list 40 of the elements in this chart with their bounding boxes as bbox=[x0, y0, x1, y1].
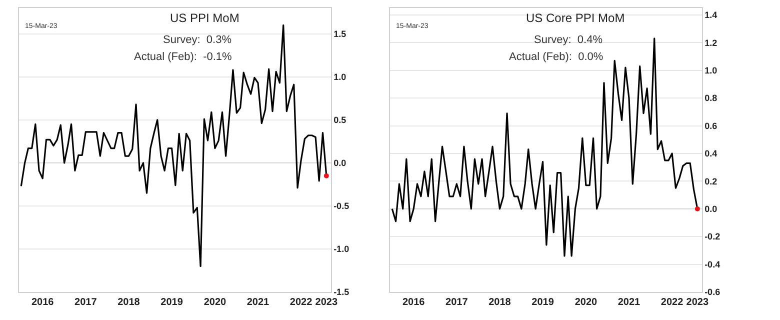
chart-title: US Core PPI MoM bbox=[526, 11, 625, 25]
y-tick-label: 1.0 bbox=[334, 72, 346, 82]
x-tick-label: 2023 bbox=[686, 297, 709, 308]
x-tick-label: 2019 bbox=[532, 297, 554, 308]
x-tick-label: 2018 bbox=[488, 297, 512, 308]
y-tick-label: -0.4 bbox=[704, 259, 720, 270]
x-tick-label: 2021 bbox=[246, 297, 270, 308]
y-tick-label: 0.4 bbox=[704, 148, 718, 159]
y-tick-label: 0.2 bbox=[704, 176, 718, 186]
x-tick-label: 2017 bbox=[446, 297, 468, 308]
x-tick-label: 2020 bbox=[574, 297, 598, 308]
y-tick-label: 0.5 bbox=[334, 115, 346, 126]
y-tick-label: -0.6 bbox=[704, 287, 720, 298]
y-tick-label: -0.5 bbox=[334, 201, 350, 212]
y-tick-label: -1.5 bbox=[334, 287, 350, 298]
y-tick-label: -1.0 bbox=[334, 244, 350, 254]
y-tick-label: 0.8 bbox=[704, 93, 718, 104]
x-tick-label: 2017 bbox=[74, 297, 98, 308]
annotation: Actual (Feb): -0.1% bbox=[134, 51, 232, 63]
x-tick-label: 2022 bbox=[290, 297, 313, 308]
x-tick-label: 2019 bbox=[160, 297, 184, 308]
y-tick-label: 0.6 bbox=[704, 120, 718, 131]
x-tick-label: 2020 bbox=[204, 297, 226, 308]
y-tick-label: 0.0 bbox=[704, 204, 718, 214]
x-tick-label: 2022 bbox=[660, 297, 684, 308]
annotation: Actual (Feb): 0.0% bbox=[509, 51, 604, 63]
y-tick-label: 1.2 bbox=[704, 38, 718, 48]
x-tick-label: 2021 bbox=[618, 297, 641, 308]
x-tick-label: 2016 bbox=[31, 297, 54, 308]
y-tick-label: 1.4 bbox=[704, 10, 718, 20]
x-tick-label: 2016 bbox=[402, 297, 426, 308]
annotation: Survey: 0.3% bbox=[163, 34, 232, 46]
y-tick-label: -0.2 bbox=[704, 232, 720, 242]
y-tick-label: 1.0 bbox=[704, 65, 718, 76]
x-tick-label: 2018 bbox=[118, 297, 140, 308]
y-tick-label: 1.5 bbox=[334, 28, 346, 39]
chart-title: US PPI MoM bbox=[170, 11, 240, 25]
annotation: Survey: 0.4% bbox=[534, 34, 603, 46]
y-tick-label: 0.0 bbox=[334, 158, 346, 168]
x-tick-label: 2023 bbox=[315, 297, 338, 308]
